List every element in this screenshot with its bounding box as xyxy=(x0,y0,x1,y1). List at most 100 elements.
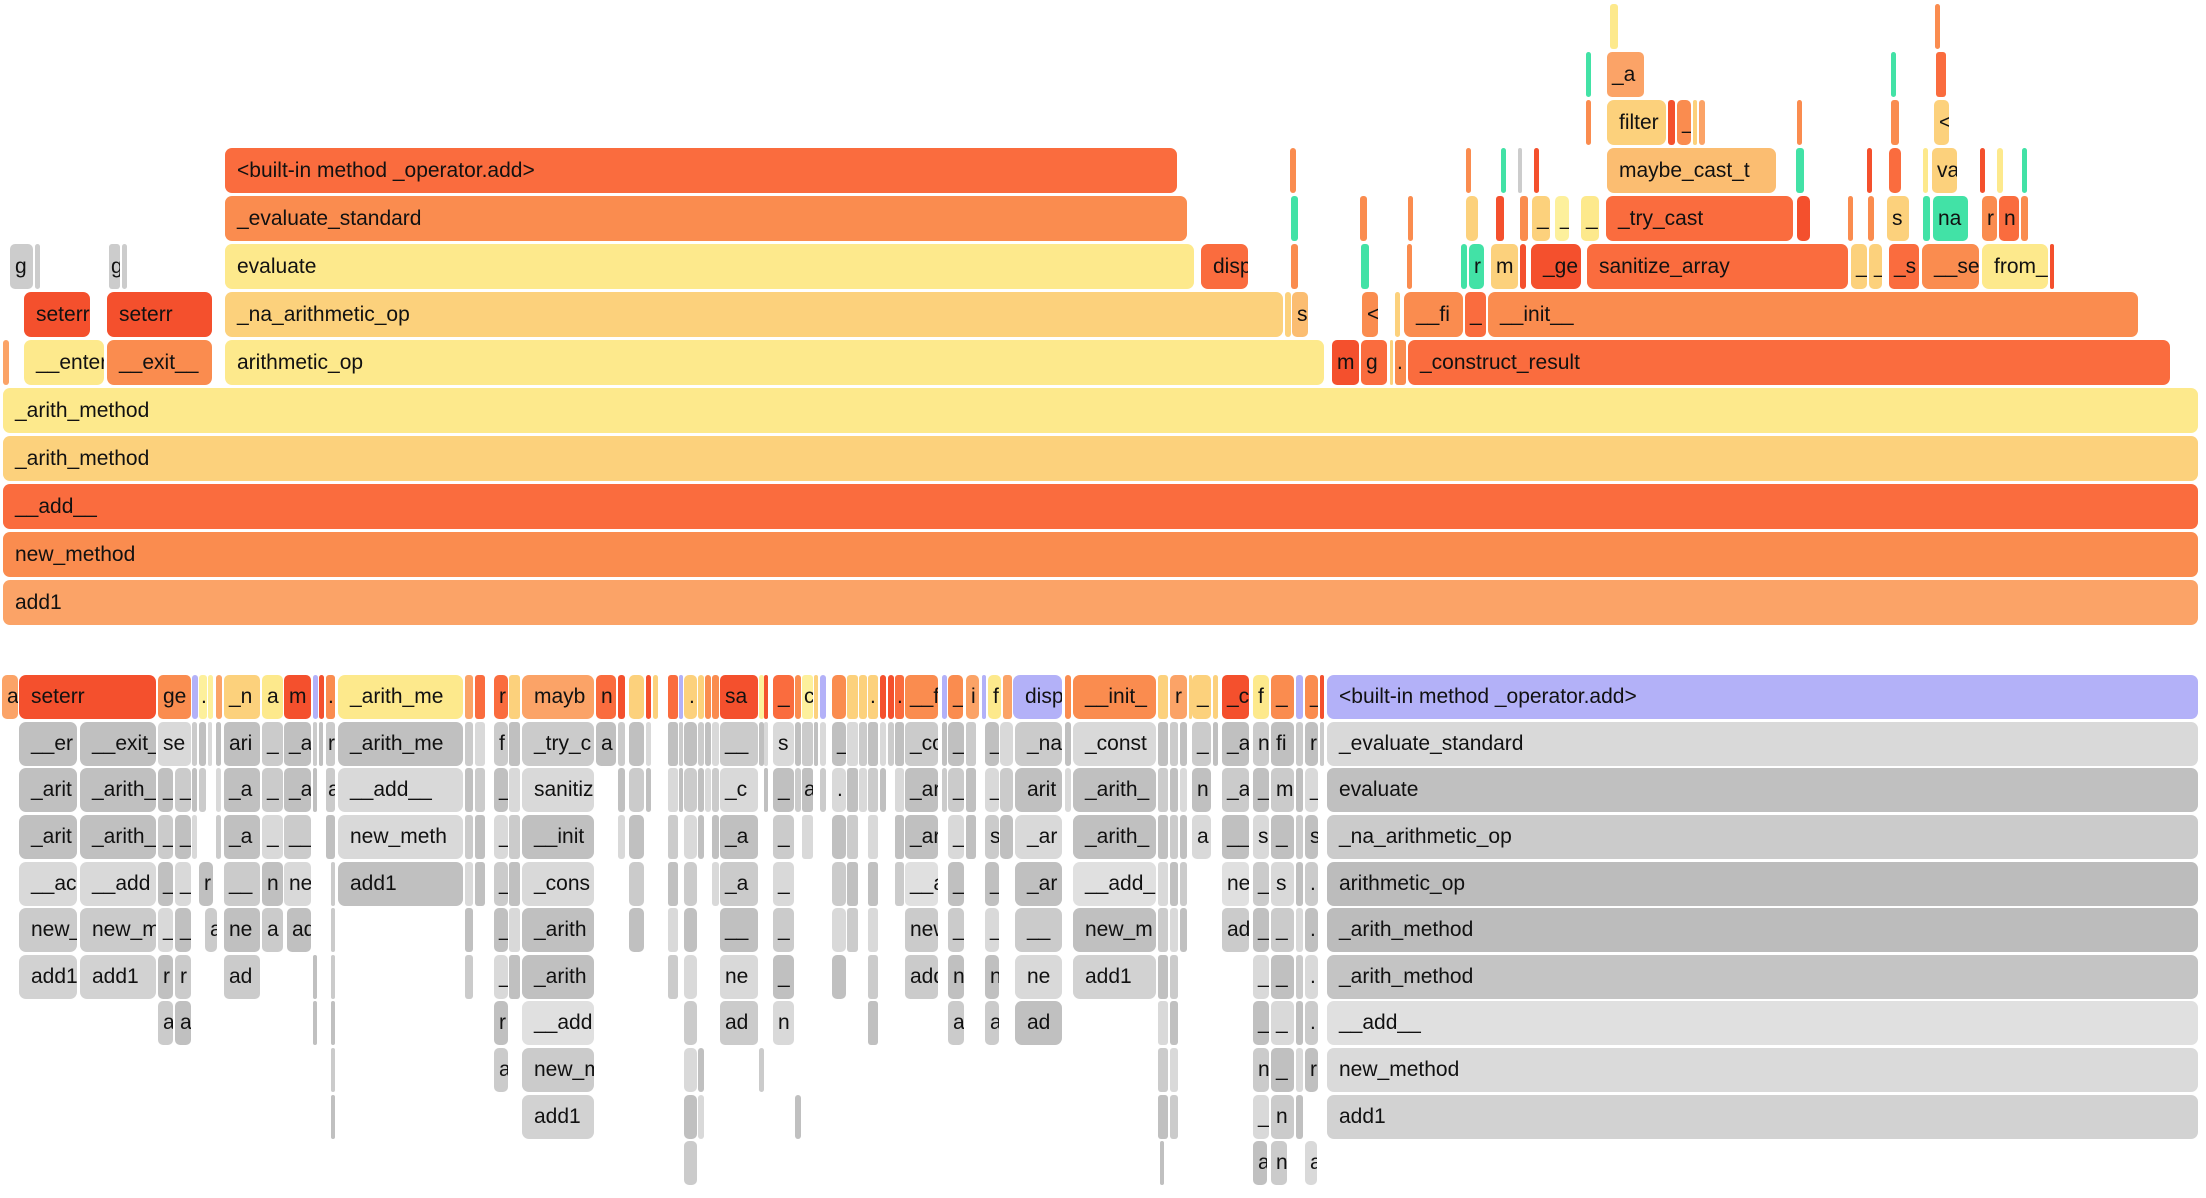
frame-bar[interactable] xyxy=(208,675,213,719)
frame-bar[interactable] xyxy=(629,815,644,859)
frame-bar[interactable] xyxy=(122,244,127,289)
frame-bar[interactable] xyxy=(668,815,678,859)
frame-bar[interactable]: add1 xyxy=(3,580,2198,625)
frame-bar[interactable] xyxy=(1501,148,1506,193)
frame-bar[interactable] xyxy=(895,862,904,906)
frame-bar[interactable]: _ xyxy=(985,768,999,812)
frame-bar[interactable] xyxy=(1534,148,1539,193)
frame-bar[interactable]: add1 xyxy=(19,955,77,999)
frame-bar[interactable] xyxy=(618,768,625,812)
frame-bar[interactable]: ne xyxy=(224,908,260,952)
frame-bar[interactable]: _arith xyxy=(522,908,594,952)
frame-bar[interactable]: _ xyxy=(158,815,173,859)
frame-bar[interactable] xyxy=(509,955,520,999)
frame-bar[interactable]: _ xyxy=(948,675,963,719)
frame-bar[interactable] xyxy=(653,675,658,719)
frame-bar[interactable]: _arith_method xyxy=(1327,955,2198,999)
frame-bar[interactable] xyxy=(698,815,704,859)
frame-bar[interactable]: _ xyxy=(1869,244,1882,289)
frame-bar[interactable] xyxy=(868,815,878,859)
frame-bar[interactable]: _try_cast xyxy=(1606,196,1793,241)
frame-bar[interactable] xyxy=(795,768,801,812)
frame-bar[interactable] xyxy=(832,908,846,952)
frame-bar[interactable]: _arith_method xyxy=(3,436,2198,481)
frame-bar[interactable]: _ xyxy=(1851,244,1867,289)
frame-bar[interactable]: _na_arithmetic_op xyxy=(1327,815,2198,859)
frame-bar[interactable]: r xyxy=(494,1001,508,1045)
frame-bar[interactable] xyxy=(509,862,520,906)
frame-bar[interactable]: _evaluate_standard xyxy=(225,196,1187,241)
frame-bar[interactable]: __exit__ xyxy=(107,340,212,385)
frame-bar[interactable] xyxy=(1520,244,1526,289)
frame-bar[interactable]: n xyxy=(1271,1141,1287,1185)
frame-bar[interactable]: _a xyxy=(284,768,311,812)
frame-bar[interactable] xyxy=(966,815,976,859)
frame-bar[interactable]: _ xyxy=(773,955,794,999)
frame-bar[interactable] xyxy=(1003,675,1012,719)
frame-bar[interactable] xyxy=(629,862,644,906)
frame-bar[interactable]: new_ xyxy=(19,908,77,952)
frame-bar[interactable] xyxy=(509,722,520,766)
frame-bar[interactable] xyxy=(331,1048,335,1092)
frame-bar[interactable]: _ xyxy=(985,862,999,906)
frame-bar[interactable] xyxy=(814,722,818,766)
frame-bar[interactable]: n xyxy=(596,675,616,719)
frame-bar[interactable]: _ar xyxy=(1015,862,1062,906)
frame-bar[interactable] xyxy=(629,768,644,812)
frame-bar[interactable]: _a xyxy=(224,768,260,812)
frame-bar[interactable]: _n xyxy=(224,675,260,719)
frame-bar[interactable] xyxy=(1296,862,1303,906)
frame-bar[interactable] xyxy=(1296,1001,1303,1045)
frame-bar[interactable] xyxy=(759,1048,764,1092)
frame-bar[interactable]: __fi xyxy=(1404,292,1463,337)
frame-bar[interactable]: new xyxy=(905,908,938,952)
frame-bar[interactable]: s xyxy=(1305,815,1318,859)
frame-bar[interactable]: _ xyxy=(1253,1095,1269,1139)
frame-bar[interactable] xyxy=(1065,722,1071,766)
frame-bar[interactable]: . xyxy=(326,675,335,719)
frame-bar[interactable]: filter xyxy=(1607,100,1666,145)
frame-bar[interactable]: < xyxy=(1934,100,1949,145)
frame-bar[interactable]: new_method xyxy=(1327,1048,2198,1092)
frame-bar[interactable]: r xyxy=(1170,675,1187,719)
frame-bar[interactable]: __a xyxy=(905,862,938,906)
frame-bar[interactable] xyxy=(475,862,485,906)
frame-bar[interactable] xyxy=(1408,196,1413,241)
frame-bar[interactable] xyxy=(684,1048,697,1092)
frame-bar[interactable] xyxy=(1361,244,1369,289)
frame-bar[interactable]: _ xyxy=(985,722,999,766)
frame-bar[interactable]: _arith_method xyxy=(3,388,2198,433)
frame-bar[interactable] xyxy=(684,1141,697,1185)
frame-bar[interactable] xyxy=(1000,722,1013,766)
frame-bar[interactable]: add1 xyxy=(338,862,463,906)
frame-bar[interactable]: __ xyxy=(224,862,260,906)
frame-bar[interactable]: _ xyxy=(175,815,191,859)
frame-bar[interactable]: ne xyxy=(1222,862,1249,906)
frame-bar[interactable] xyxy=(1496,196,1504,241)
frame-bar[interactable] xyxy=(216,768,221,812)
frame-bar[interactable] xyxy=(1586,100,1591,145)
frame-bar[interactable]: __exit_ xyxy=(80,722,156,766)
frame-bar[interactable]: __ xyxy=(1222,815,1249,859)
frame-bar[interactable] xyxy=(868,955,878,999)
frame-bar[interactable] xyxy=(868,768,878,812)
frame-bar[interactable] xyxy=(679,768,683,812)
frame-bar[interactable]: seterr xyxy=(19,675,156,719)
frame-bar[interactable] xyxy=(1797,196,1810,241)
frame-bar[interactable] xyxy=(684,955,697,999)
frame-bar[interactable] xyxy=(832,675,846,719)
frame-bar[interactable]: add1 xyxy=(80,955,156,999)
frame-bar[interactable]: __add__ xyxy=(1327,1001,2198,1045)
frame-bar[interactable]: m xyxy=(1332,340,1359,385)
frame-bar[interactable]: _a xyxy=(720,862,758,906)
frame-bar[interactable] xyxy=(1180,815,1187,859)
frame-bar[interactable]: __enter_ xyxy=(24,340,104,385)
frame-bar[interactable] xyxy=(313,722,317,766)
frame-bar[interactable] xyxy=(465,955,473,999)
frame-bar[interactable] xyxy=(1889,148,1901,193)
frame-bar[interactable]: _ xyxy=(1253,1001,1269,1045)
frame-bar[interactable]: _ xyxy=(1555,196,1569,241)
frame-bar[interactable]: _ xyxy=(773,675,794,719)
frame-bar[interactable]: m xyxy=(1491,244,1518,289)
frame-bar[interactable] xyxy=(895,768,904,812)
